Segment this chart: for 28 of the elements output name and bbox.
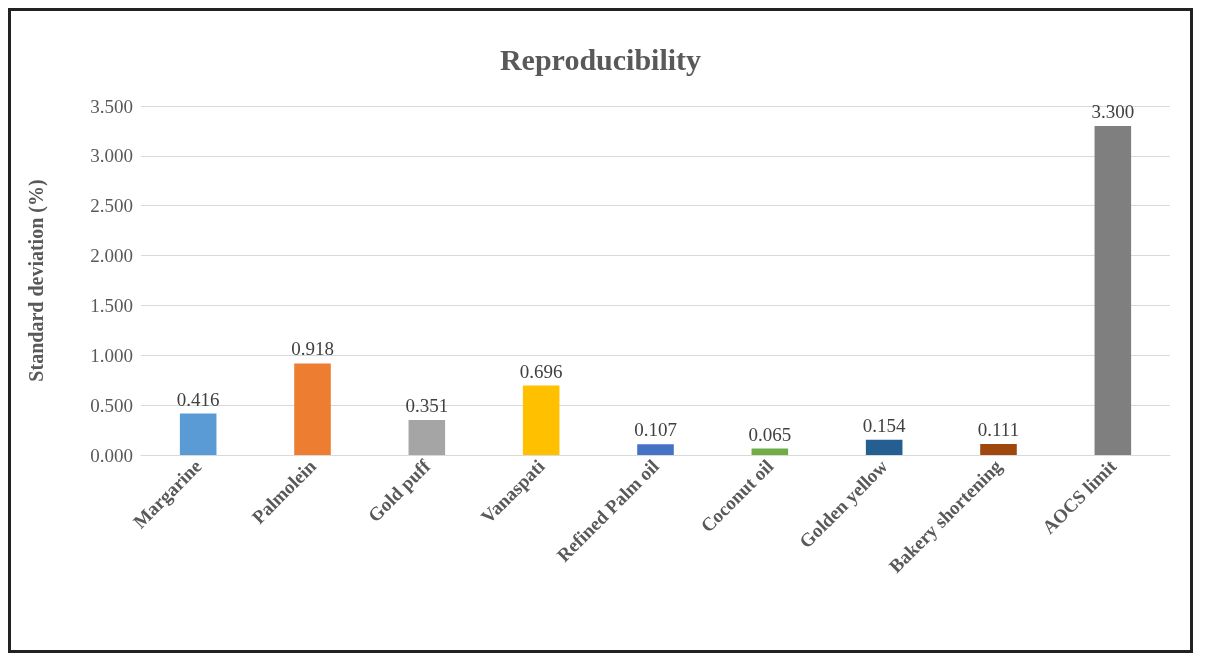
y-tick-label: 0.000 (90, 444, 133, 466)
y-tick-label: 2.500 (90, 195, 133, 217)
y-tick-label: 2.000 (90, 245, 133, 267)
data-label: 0.065 (748, 423, 792, 445)
y-tick-label: 1.500 (90, 294, 133, 316)
chart-title: Reproducibility (499, 42, 702, 76)
y-tick-label: 0.500 (90, 394, 133, 416)
y-tick-label: 3.000 (90, 145, 133, 167)
data-label: 0.111 (977, 418, 1020, 440)
bar (637, 444, 674, 455)
data-label: 0.351 (405, 395, 449, 416)
bar (865, 439, 903, 455)
data-label: 0.416 (176, 388, 220, 410)
bar (980, 443, 1017, 455)
bar (522, 385, 560, 455)
y-tick-label: 1.000 (90, 344, 133, 366)
data-label: 0.107 (634, 419, 677, 441)
bar (1094, 125, 1132, 455)
data-label: 0.696 (519, 360, 563, 382)
bar (179, 413, 217, 455)
data-label: 0.918 (291, 338, 334, 360)
data-label: 3.300 (1091, 100, 1135, 122)
bar (751, 448, 789, 455)
data-label: 0.154 (862, 414, 907, 436)
bar (408, 420, 446, 455)
bar (294, 363, 331, 455)
y-axis-title: Standard deviation (%) (25, 179, 48, 382)
y-tick-label: 3.500 (90, 95, 133, 117)
